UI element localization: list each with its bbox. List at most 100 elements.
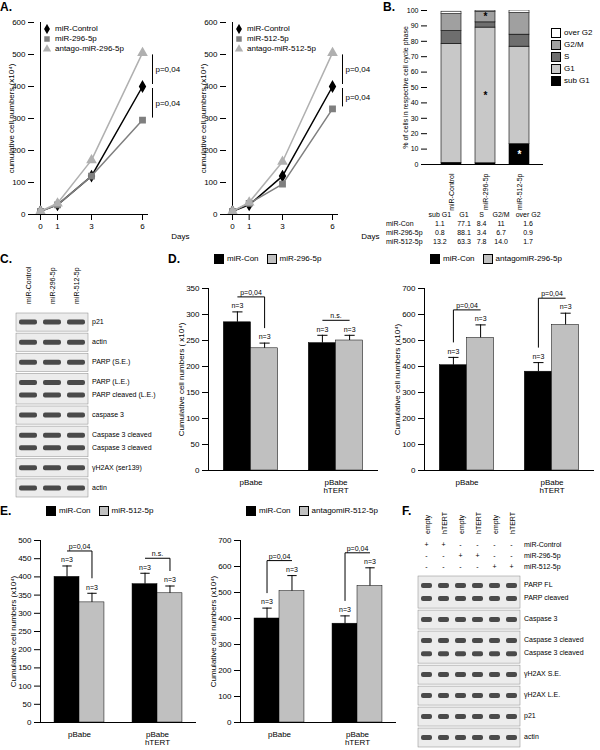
svg-text:PARP cleaved (L.E.): PARP cleaved (L.E.) xyxy=(92,391,156,399)
svg-text:600: 600 xyxy=(12,18,26,27)
svg-text:350: 350 xyxy=(186,284,200,293)
svg-text:-: - xyxy=(442,563,445,570)
svg-text:+: + xyxy=(492,563,496,570)
svg-text:n=3: n=3 xyxy=(475,315,487,322)
svg-text:-: - xyxy=(459,563,462,570)
svg-text:200: 200 xyxy=(218,666,232,675)
svg-text:n=3: n=3 xyxy=(164,576,176,583)
svg-text:cumulative cell numbers (x10⁴): cumulative cell numbers (x10⁴) xyxy=(7,63,16,173)
svg-text:450: 450 xyxy=(18,554,32,563)
svg-text:1: 1 xyxy=(55,222,60,231)
svg-text:miR-296-5p: miR-296-5p xyxy=(482,173,490,210)
svg-text:p21: p21 xyxy=(92,318,104,326)
svg-text:60: 60 xyxy=(411,68,419,75)
svg-text:0: 0 xyxy=(21,210,26,219)
svg-text:3: 3 xyxy=(89,222,94,231)
svg-text:400: 400 xyxy=(402,362,416,371)
svg-text:400: 400 xyxy=(18,572,32,581)
svg-text:3: 3 xyxy=(280,222,285,231)
svg-text:hTERT: hTERT xyxy=(441,511,448,534)
svg-text:caspase 3: caspase 3 xyxy=(92,411,124,419)
svg-text:Cumulative cell numbers (x10⁴): Cumulative cell numbers (x10⁴) xyxy=(9,575,18,687)
svg-text:0: 0 xyxy=(27,718,32,727)
svg-text:0: 0 xyxy=(195,466,200,475)
svg-text:300: 300 xyxy=(186,310,200,319)
svg-text:n=3: n=3 xyxy=(261,598,273,605)
svg-text:p=0,04: p=0,04 xyxy=(347,545,369,553)
svg-text:miR-Control: miR-Control xyxy=(448,173,455,211)
svg-text:-: - xyxy=(459,541,462,548)
svg-text:300: 300 xyxy=(218,640,232,649)
svg-text:Caspase 3 cleaved: Caspase 3 cleaved xyxy=(524,636,584,644)
svg-text:cumulative cell numbers (x10⁴): cumulative cell numbers (x10⁴) xyxy=(199,63,208,173)
svg-text:600: 600 xyxy=(218,562,232,571)
svg-text:300: 300 xyxy=(18,609,32,618)
svg-text:n.s.: n.s. xyxy=(152,550,163,557)
svg-text:100: 100 xyxy=(407,7,419,14)
svg-text:pBabehTERT: pBabehTERT xyxy=(345,730,370,747)
svg-text:Caspase 3: Caspase 3 xyxy=(524,615,558,623)
svg-text:700: 700 xyxy=(402,284,416,293)
svg-text:actin: actin xyxy=(524,733,539,740)
svg-text:pBabehTERT: pBabehTERT xyxy=(323,478,348,495)
svg-text:PARP FL: PARP FL xyxy=(524,581,553,588)
svg-text:6: 6 xyxy=(330,222,335,231)
svg-text:p=0,04: p=0,04 xyxy=(240,289,262,297)
svg-text:Cumulative cell numbers (x10⁴): Cumulative cell numbers (x10⁴) xyxy=(393,323,402,435)
svg-text:0: 0 xyxy=(415,161,419,168)
svg-text:0: 0 xyxy=(230,222,235,231)
svg-text:+: + xyxy=(458,552,462,559)
svg-text:PARP (L.E.): PARP (L.E.) xyxy=(92,378,129,386)
svg-text:300: 300 xyxy=(402,388,416,397)
svg-text:100: 100 xyxy=(218,692,232,701)
svg-text:miR-296-5p: miR-296-5p xyxy=(524,552,561,560)
svg-text:200: 200 xyxy=(402,414,416,423)
svg-text:*: * xyxy=(484,11,488,22)
svg-text:n=3: n=3 xyxy=(86,584,98,591)
svg-text:0: 0 xyxy=(38,222,43,231)
svg-text:-: - xyxy=(510,552,513,559)
svg-text:Caspase 3 cleaved: Caspase 3 cleaved xyxy=(524,649,584,657)
svg-text:miR-512-5p: miR-512-5p xyxy=(73,267,81,304)
svg-text:miR-Control: miR-Control xyxy=(524,541,562,548)
svg-text:miR-512-5p: miR-512-5p xyxy=(516,173,524,210)
svg-text:500: 500 xyxy=(218,588,232,597)
svg-text:100: 100 xyxy=(204,178,218,187)
svg-text:100: 100 xyxy=(12,178,26,187)
svg-text:40: 40 xyxy=(411,99,419,106)
svg-text:pBabe: pBabe xyxy=(268,730,292,739)
svg-text:hTERT: hTERT xyxy=(475,511,482,534)
svg-text:100: 100 xyxy=(18,682,32,691)
svg-text:n=3: n=3 xyxy=(339,606,351,613)
svg-text:Days: Days xyxy=(171,232,189,241)
svg-text:actin: actin xyxy=(92,338,107,345)
svg-text:empty: empty xyxy=(424,514,432,534)
svg-text:p=0,04: p=0,04 xyxy=(346,93,371,102)
svg-text:250: 250 xyxy=(186,336,200,345)
svg-text:miR-296-5p: miR-296-5p xyxy=(49,267,57,304)
svg-text:80: 80 xyxy=(411,38,419,45)
svg-text:200: 200 xyxy=(186,362,200,371)
svg-text:γH2AX L.E.: γH2AX L.E. xyxy=(524,691,560,699)
svg-text:pBabehTERT: pBabehTERT xyxy=(145,730,170,747)
svg-text:-: - xyxy=(425,563,428,570)
svg-text:PARP cleaved: PARP cleaved xyxy=(524,594,569,601)
svg-text:100: 100 xyxy=(186,414,200,423)
svg-text:0: 0 xyxy=(227,718,232,727)
svg-text:p=0,04: p=0,04 xyxy=(541,290,563,298)
svg-text:20: 20 xyxy=(411,130,419,137)
svg-text:600: 600 xyxy=(204,18,218,27)
svg-text:70: 70 xyxy=(411,53,419,60)
svg-text:empty: empty xyxy=(492,514,500,534)
svg-text:700: 700 xyxy=(218,536,232,545)
svg-text:hTERT: hTERT xyxy=(509,511,516,534)
svg-text:-: - xyxy=(476,541,479,548)
svg-text:-: - xyxy=(493,541,496,548)
svg-text:pBabehTERT: pBabehTERT xyxy=(539,478,564,495)
svg-text:Caspase 3 cleaved: Caspase 3 cleaved xyxy=(92,444,152,452)
svg-text:-: - xyxy=(425,552,428,559)
svg-text:n=3: n=3 xyxy=(364,558,376,565)
svg-text:p=0,04: p=0,04 xyxy=(156,65,181,74)
svg-text:γH2AX (ser139): γH2AX (ser139) xyxy=(92,464,142,472)
svg-text:PARP (S.E.): PARP (S.E.) xyxy=(92,358,130,366)
